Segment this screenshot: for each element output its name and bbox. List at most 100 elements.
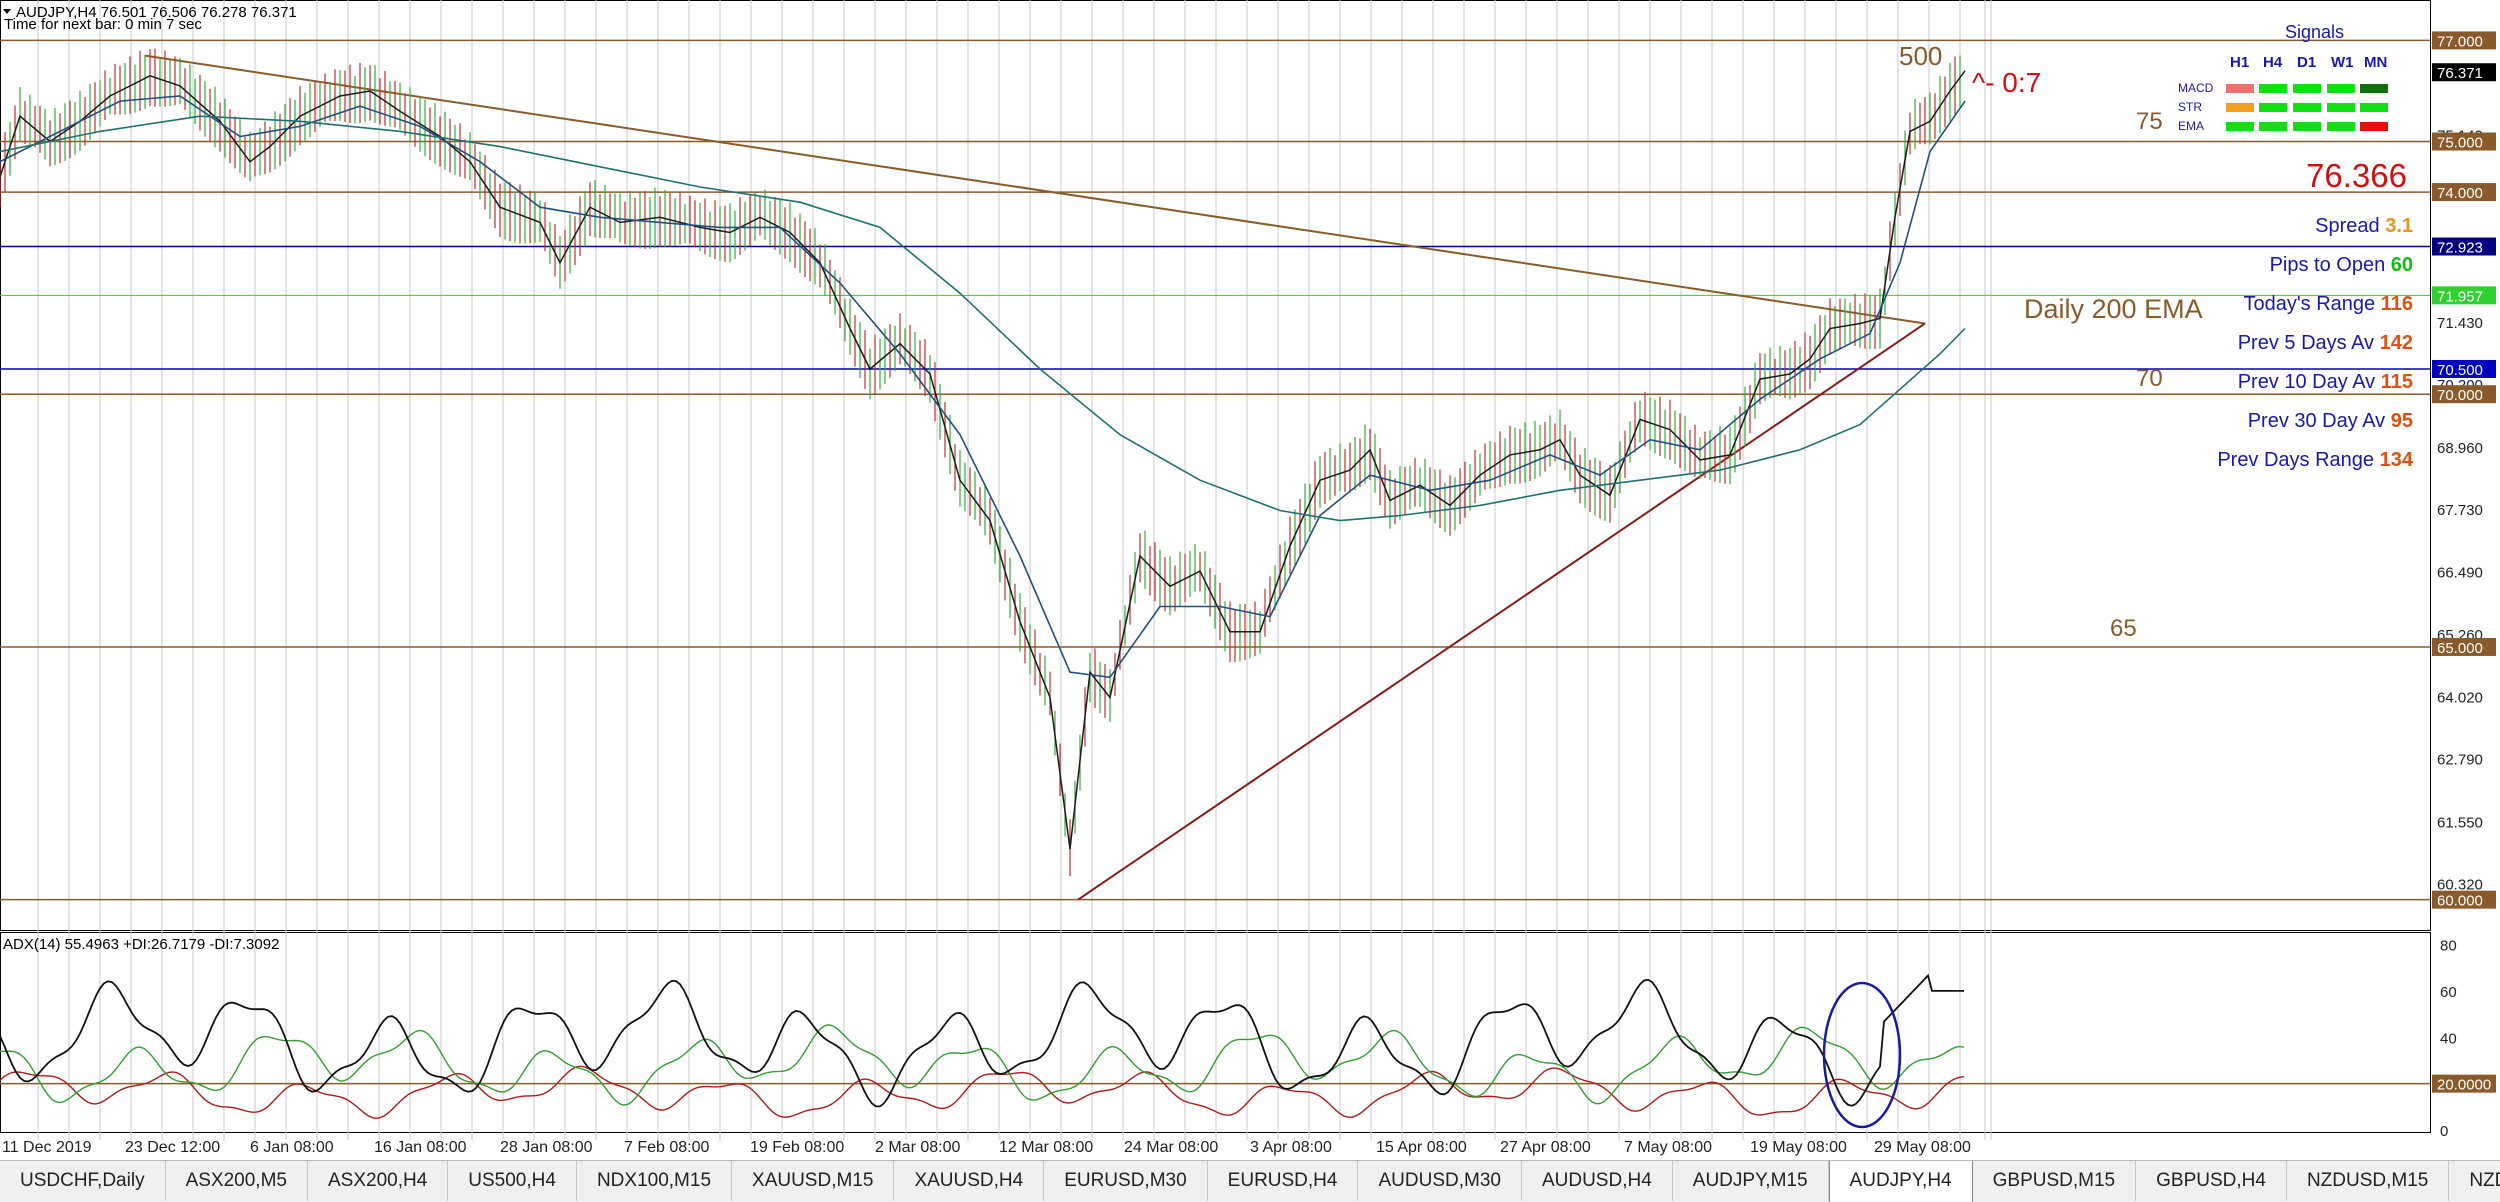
time-label: 16 Jan 08:00 xyxy=(374,1139,467,1156)
chart-tab[interactable]: US500,H4 xyxy=(448,1161,577,1201)
chart-tab[interactable]: AUDUSD,M30 xyxy=(1358,1161,1522,1201)
stat-label: Prev 30 Day Av xyxy=(2248,410,2385,432)
chart-tab[interactable]: ASX200,H4 xyxy=(308,1161,449,1201)
highlight-circle xyxy=(1822,981,1902,1129)
chart-tab[interactable]: XAUUSD,H4 xyxy=(894,1161,1045,1201)
stat-value: 134 xyxy=(2374,449,2414,471)
level-price-tag xyxy=(2432,132,2496,151)
signal-light xyxy=(2259,84,2287,93)
label-65: 65 xyxy=(2110,615,2137,642)
time-label: 7 May 08:00 xyxy=(1624,1139,1712,1156)
signal-light xyxy=(2327,84,2355,93)
level-price-tag xyxy=(2432,286,2496,305)
price-tick-label: 64.020 xyxy=(2437,689,2483,706)
adx-level-label: 20.0000 xyxy=(2437,1077,2491,1094)
price-tick-label: 66.490 xyxy=(2437,565,2483,582)
level-price-tag xyxy=(2432,31,2496,50)
stat-value: 142 xyxy=(2374,332,2413,354)
chart-tab[interactable]: ASX200,M5 xyxy=(166,1161,308,1201)
stat-row: Prev 10 Day Av 115 xyxy=(2238,371,2413,393)
stat-label: Prev 10 Day Av xyxy=(2238,371,2375,393)
chart-tab[interactable]: EURUSD,H4 xyxy=(1208,1161,1359,1201)
level-price-label: 74.000 xyxy=(2437,185,2483,202)
level-price-tag xyxy=(2432,237,2496,256)
adx-tick-label: 40 xyxy=(2440,1030,2457,1047)
chart-tab[interactable]: EURUSD,M30 xyxy=(1044,1161,1208,1201)
bar-timer: Time for next bar: 0 min 7 sec xyxy=(4,16,202,33)
stat-label: Spread xyxy=(2315,215,2380,237)
signals-column: H4 xyxy=(2263,54,2283,71)
level-price-label: 60.000 xyxy=(2437,893,2483,910)
adx-tick-label: 60 xyxy=(2440,984,2457,1001)
daily-ema-label: Daily 200 EMA xyxy=(2024,294,2203,324)
level-price-label: 70.000 xyxy=(2437,387,2483,404)
signal-light xyxy=(2327,103,2355,112)
chart-tab[interactable]: GBPUSD,M15 xyxy=(1973,1161,2137,1201)
stats-panel: Spread 3.1 Pips to Open 60 Today's Range 1… xyxy=(2217,215,2414,471)
stat-row: Prev 5 Days Av 142 xyxy=(2238,332,2413,354)
ema-fast-line xyxy=(0,95,1966,679)
adx-level-tag xyxy=(2432,1074,2496,1093)
time-label: 2 Mar 08:00 xyxy=(875,1139,960,1156)
stat-row: Pips to Open 60 xyxy=(2270,254,2413,276)
time-label: 24 Mar 08:00 xyxy=(1124,1139,1218,1156)
big-price-label: 76.366 xyxy=(2306,157,2407,194)
time-label: 27 Apr 08:00 xyxy=(1500,1139,1591,1156)
current-price-tag xyxy=(2432,63,2496,82)
stat-label: Today's Range xyxy=(2243,293,2375,315)
price-tick-label: 67.730 xyxy=(2437,502,2483,519)
label-70: 70 xyxy=(2136,365,2163,392)
dropdown-arrow-icon[interactable] xyxy=(3,9,11,14)
vertical-grid xyxy=(37,0,1992,1140)
level-price-label: 72.923 xyxy=(2437,240,2483,257)
chart-background xyxy=(0,0,2500,1160)
chart-tab[interactable]: AUDJPY,M15 xyxy=(1673,1161,1829,1201)
signals-row-label: EMA xyxy=(2178,119,2204,133)
chart-tab[interactable]: GBPUSD,H4 xyxy=(2136,1161,2287,1201)
chart-tab[interactable]: NDX100,M15 xyxy=(577,1161,733,1201)
time-label: 29 May 08:00 xyxy=(1874,1139,1971,1156)
stat-value: 3.1 xyxy=(2380,215,2413,237)
time-label: 15 Apr 08:00 xyxy=(1376,1139,1467,1156)
current-price-label: 76.371 xyxy=(2437,65,2483,82)
signals-panel: Signals H1 H4 D1 W1 MN MACD STR EMA xyxy=(2178,22,2388,133)
chart-tab[interactable]: AUDUSD,H4 xyxy=(1522,1161,1673,1201)
signals-row-label: STR xyxy=(2178,100,2202,114)
label-75: 75 xyxy=(2136,108,2163,135)
stat-row: Prev 30 Day Av 95 xyxy=(2248,410,2413,432)
signals-column: W1 xyxy=(2331,54,2354,71)
chart-tab[interactable]: NZDUSD,H4 xyxy=(2449,1161,2500,1201)
stat-row: Prev Days Range 134 xyxy=(2217,449,2414,471)
time-label: 7 Feb 08:00 xyxy=(624,1139,710,1156)
time-label: 6 Jan 08:00 xyxy=(250,1139,334,1156)
price-chart[interactable]: 77.00076.37175.14075.00074.00072.92371.9… xyxy=(0,0,2500,1160)
time-label: 28 Jan 08:00 xyxy=(500,1139,593,1156)
chart-tab[interactable]: AUDJPY,H4 xyxy=(1828,1161,1973,1202)
time-label: 19 May 08:00 xyxy=(1750,1139,1847,1156)
signal-light xyxy=(2360,122,2388,131)
price-tick-label: 68.960 xyxy=(2437,440,2483,457)
signals-column: MN xyxy=(2364,54,2387,71)
level-price-label: 77.000 xyxy=(2437,33,2483,50)
chart-tab[interactable]: XAUUSD,M15 xyxy=(732,1161,895,1201)
time-label: 3 Apr 08:00 xyxy=(1250,1139,1332,1156)
arrow-annotation: ^- 0:7 xyxy=(1972,67,2041,98)
adx-tick-label: 0 xyxy=(2440,1123,2448,1140)
level-price-tag xyxy=(2432,183,2496,202)
price-tick-label: 61.550 xyxy=(2437,814,2483,831)
chart-window[interactable]: 77.00076.37175.14075.00074.00072.92371.9… xyxy=(0,0,2500,1160)
signal-light xyxy=(2226,84,2254,93)
stat-row: Today's Range 116 xyxy=(2243,293,2413,315)
signal-light xyxy=(2360,84,2388,93)
minus-di-line xyxy=(0,1065,1965,1120)
chart-tab[interactable]: NZDUSD,M15 xyxy=(2287,1161,2450,1201)
trend-line[interactable] xyxy=(1077,322,1926,901)
adx-header: ADX(14) 55.4963 +DI:26.7179 -DI:7.3092 xyxy=(3,936,279,953)
signal-light xyxy=(2293,103,2321,112)
trend-line[interactable] xyxy=(144,54,1926,325)
signal-light xyxy=(2293,84,2321,93)
chart-tab[interactable]: USDCHF,Daily xyxy=(0,1161,166,1201)
level-price-tag xyxy=(2432,359,2496,378)
price-tick-label: 62.790 xyxy=(2437,752,2483,769)
signal-light xyxy=(2259,122,2287,131)
